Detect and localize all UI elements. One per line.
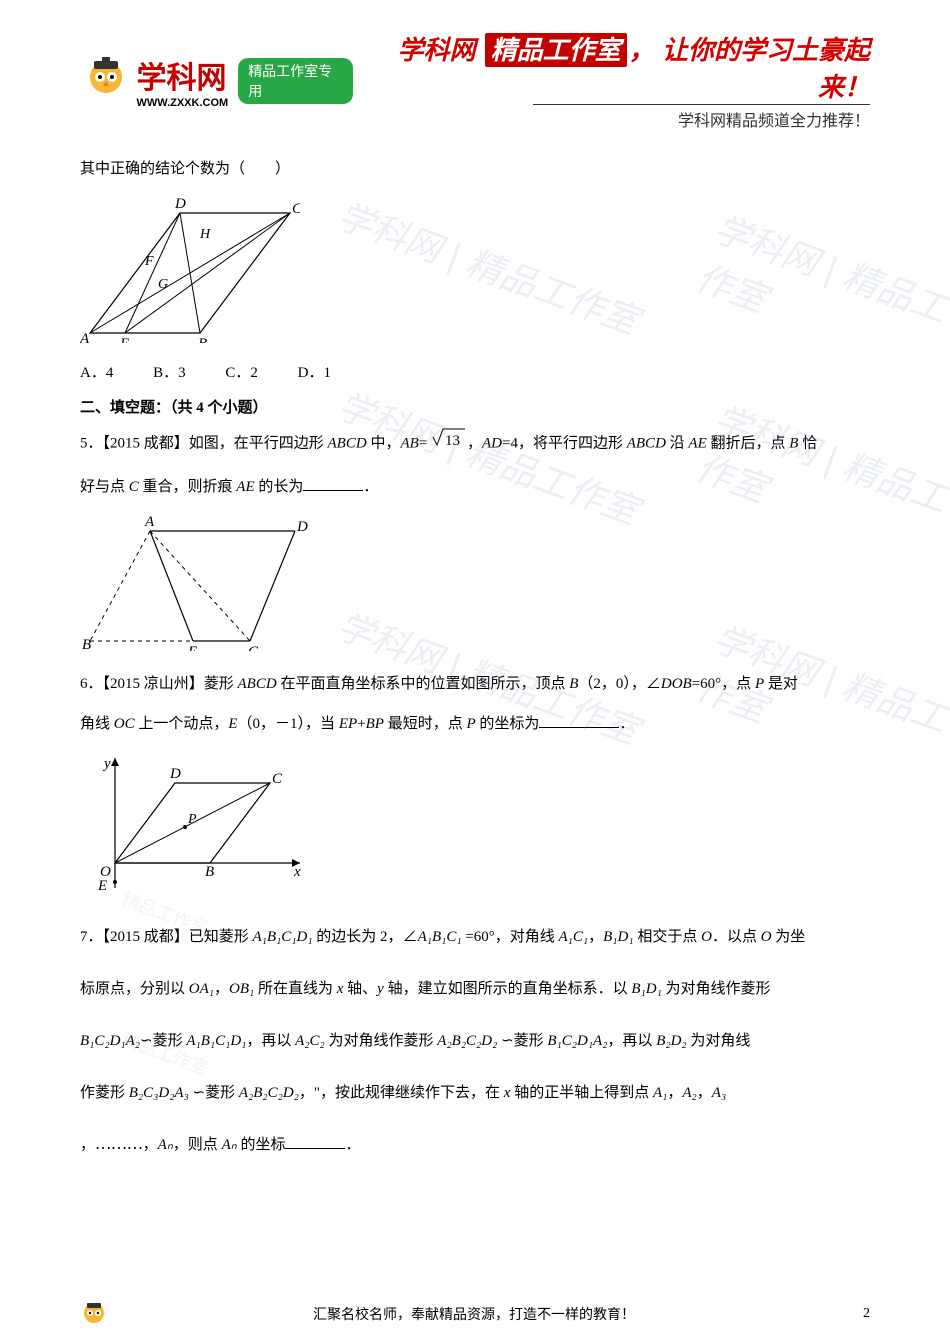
q4-optA: A．4 xyxy=(80,365,113,381)
svg-text:C: C xyxy=(248,644,259,651)
q4-optC: C．2 xyxy=(225,365,258,381)
svg-text:D: D xyxy=(169,766,181,782)
svg-text:B: B xyxy=(205,864,214,880)
svg-text:E: E xyxy=(187,644,197,651)
logo-badge: 精品工作室专用 xyxy=(238,58,353,104)
svg-text:D: D xyxy=(174,196,186,212)
q4-intro: 其中正确的结论个数为（ ） xyxy=(80,151,870,187)
q5-figure: A D B E C xyxy=(80,511,870,656)
svg-text:x: x xyxy=(293,864,301,880)
q5-line1: 5．【2015 成都】如图，在平行四边形 ABCD 中，AB= 13 ，AD=4… xyxy=(80,423,870,465)
svg-text:G: G xyxy=(158,277,168,292)
banner-text: 学科网 精品工作室， 让你的学习土豪起来！ xyxy=(353,30,870,104)
page-header: 学科网 WWW.ZXXK.COM 精品工作室专用 学科网 精品工作室， 让你的学… xyxy=(80,30,870,131)
q4-options: A．4 B．3 C．2 D．1 xyxy=(80,358,870,388)
svg-text:E: E xyxy=(97,878,107,894)
footer-owl-icon xyxy=(80,1300,108,1328)
page-number: 2 xyxy=(840,1306,870,1322)
owl-icon xyxy=(80,55,131,107)
svg-text:C: C xyxy=(272,771,283,787)
svg-text:B: B xyxy=(198,336,207,343)
logo-url: WWW.ZXXK.COM xyxy=(137,97,229,109)
q6-line1: 6．【2015 凉山州】菱形 ABCD 在平面直角坐标系中的位置如图所示，顶点 … xyxy=(80,666,870,702)
svg-text:C: C xyxy=(292,201,300,217)
svg-text:P: P xyxy=(187,812,197,827)
svg-text:H: H xyxy=(199,227,211,242)
q7-line3: B₁C₂D₁A₂∽菱形 A₁B₁C₁D₁，再以 A₂C₂ 为对角线作菱形 A₂B… xyxy=(80,1017,870,1065)
footer-text: 汇聚名校名师，奉献精品资源，打造不一样的教育！ xyxy=(108,1304,840,1324)
page-footer: 汇聚名校名师，奉献精品资源，打造不一样的教育！ 2 xyxy=(80,1300,870,1328)
logo-title: 学科网 xyxy=(137,53,229,97)
svg-text:F: F xyxy=(144,254,154,269)
svg-text:A: A xyxy=(144,514,155,530)
q4-optB: B．3 xyxy=(153,365,186,381)
svg-text:13: 13 xyxy=(445,433,460,449)
svg-text:D: D xyxy=(296,519,308,535)
svg-text:y: y xyxy=(102,756,111,772)
q7-line1: 7．【2015 成都】已知菱形 A₁B₁C₁D₁ 的边长为 2，∠A₁B₁C₁ … xyxy=(80,913,870,961)
q4-optD: D．1 xyxy=(298,365,331,381)
q7-line5: ，⋯⋯⋯，Aₙ，则点 Aₙ 的坐标． xyxy=(80,1121,870,1169)
q4-figure: A E B D C F G H xyxy=(80,193,870,348)
svg-text:A: A xyxy=(80,331,90,343)
section2-title: 二、填空题：（共 4 个小题） xyxy=(80,396,870,417)
svg-text:E: E xyxy=(119,336,129,343)
q6-figure: O E B x y D C P xyxy=(80,748,870,903)
svg-text:B: B xyxy=(82,637,91,651)
q7-line4: 作菱形 B₂C₃D₂A₃ ∽菱形 A₂B₂C₂D₂，"，按此规律继续作下去，在 … xyxy=(80,1069,870,1117)
sub-banner: 学科网精品频道全力推荐！ xyxy=(533,104,870,131)
q7-line2: 标原点，分别以 OA₁，OB₁ 所在直线为 x 轴、y 轴，建立如图所示的直角坐… xyxy=(80,965,870,1013)
logo-left: 学科网 WWW.ZXXK.COM 精品工作室专用 xyxy=(80,53,353,109)
q6-line2: 角线 OC 上一个动点，E（0，－1），当 EP+BP 最短时，点 P 的坐标为… xyxy=(80,706,870,742)
q5-line2: 好与点 C 重合，则折痕 AE 的长为． xyxy=(80,469,870,505)
logo-right: 学科网 精品工作室， 让你的学习土豪起来！ 学科网精品频道全力推荐！ xyxy=(353,30,870,131)
